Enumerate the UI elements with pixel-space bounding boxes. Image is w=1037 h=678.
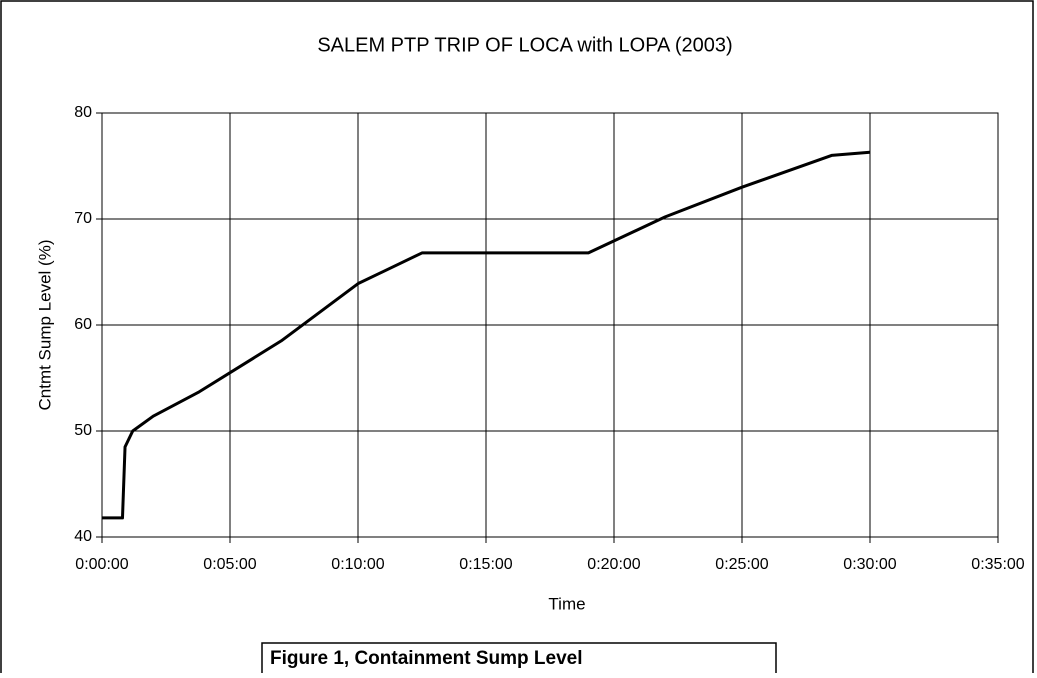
x-tick-label: 0:00:00 [75,556,128,573]
y-tick-label: 80 [74,104,92,121]
chart-title: SALEM PTP TRIP OF LOCA with LOPA (2003) [317,34,732,56]
y-tick-label: 40 [74,528,92,545]
x-tick-label: 0:30:00 [843,556,896,573]
data-line [102,150,871,520]
x-axis-label: Time [548,594,585,613]
y-tick-label: 60 [74,316,92,333]
y-tick-label: 70 [74,210,92,227]
y-tick-label: 50 [74,422,92,439]
x-tick-label: 0:35:00 [971,556,1024,573]
caption-box [261,642,777,676]
x-tick-label: 0:15:00 [459,556,512,573]
x-tick-label: 0:05:00 [203,556,256,573]
y-axis-label: Cntmt Sump Level (%) [35,240,54,411]
x-tick-label: 0:25:00 [715,556,768,573]
x-tick-label: 0:20:00 [587,556,640,573]
caption: Figure 1, Containment Sump Level [270,648,583,669]
x-tick-label: 0:10:00 [331,556,384,573]
